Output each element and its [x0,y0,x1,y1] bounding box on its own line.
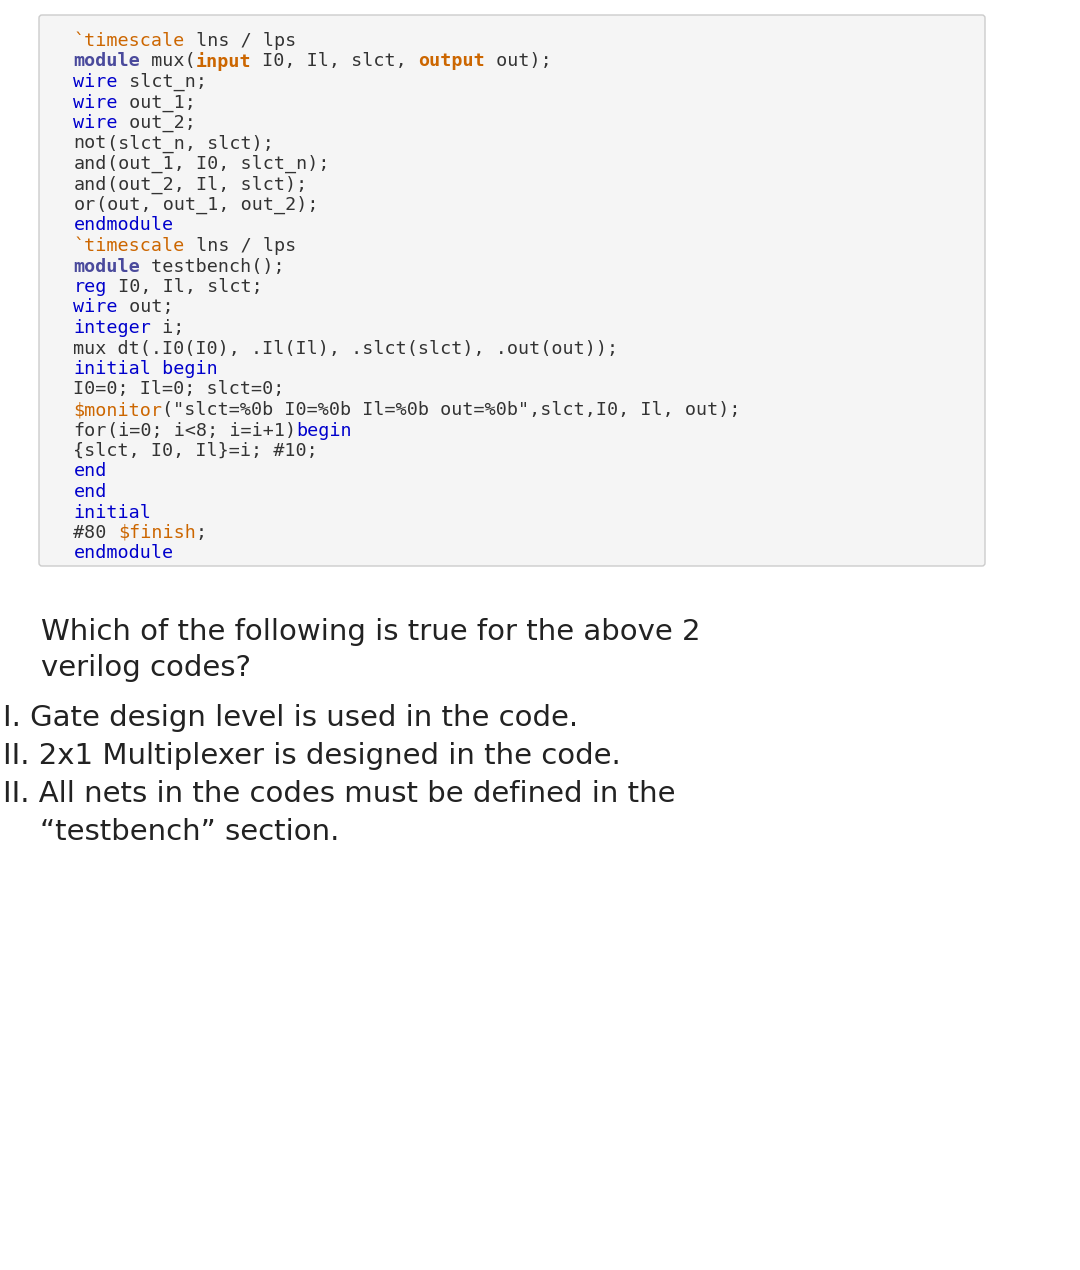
Text: and: and [73,155,107,173]
Text: i;: i; [151,319,185,337]
Text: I0, Il, slct;: I0, Il, slct; [107,278,262,296]
Text: mux dt(.I0(I0), .Il(Il), .slct(slct), .out(out));: mux dt(.I0(I0), .Il(Il), .slct(slct), .o… [73,339,619,357]
Text: initial: initial [73,503,151,522]
Text: initial: initial [73,359,151,378]
Text: or: or [73,196,96,215]
Text: slct_n;: slct_n; [118,72,207,91]
Text: and: and [73,175,107,193]
Text: module: module [73,258,140,276]
Text: module: module [73,52,140,71]
Text: `timescale: `timescale [73,237,185,255]
Text: endmodule: endmodule [73,216,174,235]
Text: input: input [195,52,252,71]
Text: wire: wire [73,94,118,112]
Text: wire: wire [73,114,118,132]
Text: {slct, I0, Il}=i; #10;: {slct, I0, Il}=i; #10; [73,442,319,460]
Text: lns / lps: lns / lps [185,32,296,50]
Text: integer: integer [73,319,151,337]
Text: end: end [73,483,107,500]
Text: out;: out; [118,298,174,316]
Text: `timescale: `timescale [73,32,185,50]
Text: Which of the following is true for the above 2: Which of the following is true for the a… [41,618,701,646]
Text: out_1;: out_1; [118,94,195,112]
Text: II. 2x1 Multiplexer is designed in the code.: II. 2x1 Multiplexer is designed in the c… [3,742,621,770]
Text: verilog codes?: verilog codes? [41,654,251,682]
Text: (out_1, I0, slct_n);: (out_1, I0, slct_n); [107,155,329,173]
Text: begin: begin [296,422,352,439]
Text: II. All nets in the codes must be defined in the: II. All nets in the codes must be define… [3,780,675,808]
FancyBboxPatch shape [39,15,985,566]
Text: $monitor: $monitor [73,401,162,419]
Text: mux(: mux( [140,52,195,71]
Text: (out_2, Il, slct);: (out_2, Il, slct); [107,175,307,194]
Text: wire: wire [73,298,118,316]
Text: for: for [73,422,107,439]
Text: output: output [418,52,485,71]
Text: ;: ; [195,525,207,542]
Text: I. Gate design level is used in the code.: I. Gate design level is used in the code… [3,704,578,732]
Text: ("slct=%0b I0=%0b Il=%0b out=%0b",slct,I0, Il, out);: ("slct=%0b I0=%0b Il=%0b out=%0b",slct,I… [162,401,741,419]
Text: “testbench” section.: “testbench” section. [3,818,339,846]
Text: lns / lps: lns / lps [185,237,296,255]
Text: endmodule: endmodule [73,545,174,563]
Text: out_2;: out_2; [118,114,195,132]
Text: (slct_n, slct);: (slct_n, slct); [107,135,273,152]
Text: #80: #80 [73,525,118,542]
Text: I0, Il, slct,: I0, Il, slct, [252,52,418,71]
Text: begin: begin [151,359,218,378]
Text: wire: wire [73,72,118,91]
Text: (i=0; i<8; i=i+1): (i=0; i<8; i=i+1) [107,422,296,439]
Text: end: end [73,462,107,480]
Text: $finish: $finish [118,525,195,542]
Text: out);: out); [485,52,552,71]
Text: not: not [73,135,107,152]
Text: I0=0; Il=0; slct=0;: I0=0; Il=0; slct=0; [73,381,285,399]
Text: reg: reg [73,278,107,296]
Text: (out, out_1, out_2);: (out, out_1, out_2); [96,196,319,215]
Text: testbench();: testbench(); [140,258,285,276]
